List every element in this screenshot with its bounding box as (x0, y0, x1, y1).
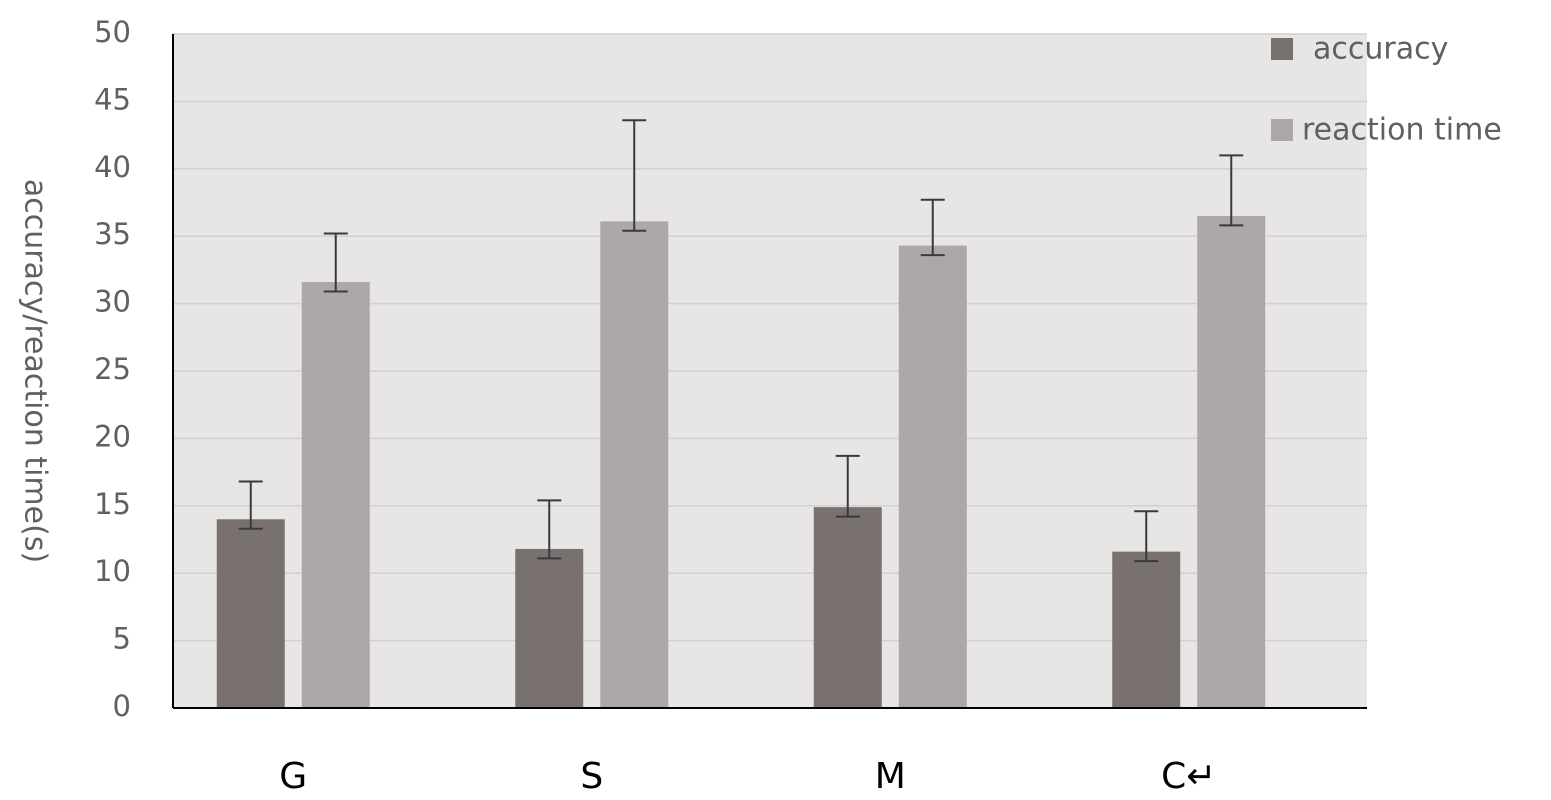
error-bars (238, 119, 1244, 563)
bar-accuracy-2 (813, 507, 882, 708)
bar-reaction-time-0 (301, 282, 370, 708)
y-axis-tick-labels: 0 5 10 15 20 25 30 35 40 45 50 (94, 15, 131, 723)
legend-label: reaction time (1302, 113, 1502, 148)
y-tick-label: 45 (94, 82, 131, 116)
x-category-label: M (875, 756, 906, 797)
bar-reaction-time-2 (898, 245, 967, 709)
y-tick-label: 15 (94, 487, 131, 521)
y-tick-label: 10 (94, 554, 131, 588)
y-tick-label: 35 (94, 217, 131, 251)
y-tick-label: 40 (94, 150, 131, 184)
x-category-label: G (279, 756, 307, 797)
x-category-label: C↵ (1161, 756, 1216, 797)
bar-reaction-time-3 (1197, 215, 1266, 709)
y-axis-title: accuracy/reaction time(s) (18, 179, 53, 563)
y-tick-label: 20 (94, 419, 131, 453)
y-tick-label: 25 (94, 352, 131, 386)
bar-accuracy-3 (1112, 551, 1181, 708)
x-category-label: S (580, 756, 603, 797)
bars (216, 215, 1266, 709)
y-tick-label: 5 (113, 622, 131, 656)
y-tick-label: 30 (94, 285, 131, 319)
legend-label: accuracy (1313, 32, 1448, 67)
gridlines (173, 33, 1367, 642)
x-axis-category-labels: G S M C↵ (279, 756, 1216, 797)
bar-reaction-time-1 (600, 221, 669, 708)
bar-accuracy-1 (515, 548, 584, 708)
y-tick-label: 50 (94, 15, 131, 49)
legend-swatch (1271, 38, 1293, 60)
bar-accuracy-0 (216, 519, 285, 708)
legend-swatch (1271, 119, 1293, 141)
legend: accuracy reaction time (1271, 32, 1502, 148)
y-tick-label: 0 (113, 689, 131, 723)
